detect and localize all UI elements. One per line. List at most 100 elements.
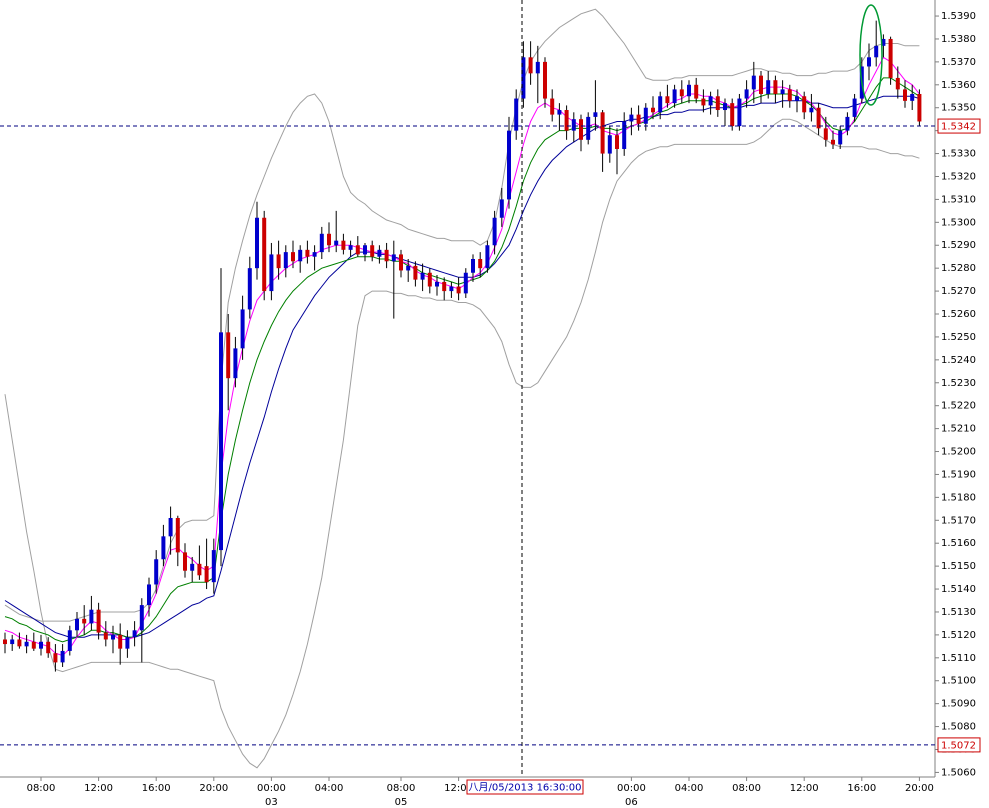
candle-body [211, 550, 216, 583]
candle-body [744, 89, 749, 99]
candle-body [499, 199, 504, 218]
y-tick-label: 1.5330 [941, 149, 976, 160]
x-tick-label: 04:00 [315, 783, 344, 794]
y-tick-label: 1.5310 [941, 194, 976, 205]
candle-body [629, 114, 634, 122]
candle-body [219, 332, 223, 551]
candle-body [298, 249, 303, 262]
y-tick-label: 1.5260 [941, 309, 976, 320]
candle-body [391, 254, 396, 262]
candle-body [355, 245, 360, 255]
candle-body [708, 96, 713, 106]
candle-body [600, 112, 605, 154]
x-tick-label: 04:00 [675, 783, 704, 794]
y-tick-label: 1.5390 [941, 11, 976, 22]
candle-body [427, 272, 432, 287]
highlight-ellipse [859, 4, 883, 106]
x-tick-label: 20:00 [199, 783, 228, 794]
candle-body [327, 233, 331, 246]
x-tick-label: 12:00 [444, 783, 473, 794]
candle-body [571, 119, 576, 131]
candle-body [607, 135, 612, 154]
x-tick-label: 20:00 [905, 783, 934, 794]
candle-body [888, 38, 893, 78]
candle-body [377, 249, 382, 257]
candle-body [161, 536, 166, 560]
candle-body [132, 630, 137, 638]
candle-body [118, 634, 123, 649]
x-tick-label: 12:00 [790, 783, 819, 794]
candle-body [787, 89, 792, 101]
candle-body [867, 57, 871, 67]
plot-area [3, 8, 922, 769]
candle-body [593, 112, 598, 117]
candle-body [175, 518, 180, 553]
candle-body [348, 245, 353, 250]
x-tick-label: 08:00 [27, 783, 56, 794]
candle-body [3, 639, 7, 645]
candle-body [168, 518, 173, 537]
candle-body [751, 75, 756, 90]
y-tick-label: 1.5250 [941, 332, 976, 343]
candle-body [96, 609, 101, 633]
candle-body [564, 110, 569, 131]
candle-body [75, 618, 79, 631]
y-tick-label: 1.5160 [941, 538, 976, 549]
candle-body [17, 639, 22, 647]
y-tick-label: 1.5170 [941, 515, 976, 526]
y-tick-label: 1.5360 [941, 80, 976, 91]
candle-body [276, 254, 281, 269]
x-tick-label: 08:00 [387, 783, 416, 794]
candle-body [910, 93, 915, 101]
y-tick-label: 1.5280 [941, 263, 976, 274]
indicator-line [4, 95, 920, 638]
candle-body [845, 116, 850, 131]
candle-body [341, 240, 346, 250]
y-tick-label: 1.5320 [941, 171, 976, 182]
candle-body [226, 332, 231, 379]
candle-body [471, 259, 475, 273]
y-tick-label: 1.5350 [941, 103, 976, 114]
candle-body [816, 107, 821, 129]
y-tick-label: 1.5150 [941, 561, 976, 572]
candle-body [363, 245, 367, 255]
candle-body [89, 609, 94, 624]
candle-body [622, 121, 627, 149]
y-tick-label: 1.5200 [941, 447, 976, 458]
candle-body [679, 89, 684, 97]
candle-body [802, 96, 807, 113]
price-label: 1.5072 [941, 740, 976, 751]
y-tick-label: 1.5220 [941, 401, 976, 412]
candle-body [24, 641, 29, 647]
candle-body [665, 96, 670, 104]
candle-body [125, 637, 130, 649]
candle-body [190, 563, 195, 571]
x-tick-label: 12:00 [84, 783, 113, 794]
candle-body [204, 566, 209, 583]
candle-body [139, 605, 144, 631]
price-label-box [937, 737, 981, 753]
candle-body [852, 98, 857, 117]
candle-body [730, 103, 735, 127]
candle-body [478, 259, 483, 269]
candle-body [154, 559, 159, 585]
candle-body [463, 272, 468, 294]
date-label: 06 [625, 797, 638, 808]
candle-body [449, 286, 454, 292]
candle-body [579, 119, 583, 140]
candle-body [514, 98, 519, 131]
indicator-line [4, 8, 920, 622]
y-tick-label: 1.5090 [941, 699, 976, 710]
candle-body [197, 563, 202, 576]
y-tick-label: 1.5100 [941, 676, 976, 687]
candle-body [615, 135, 619, 149]
candle-body [766, 80, 771, 94]
candle-body [917, 93, 922, 122]
candle-body [895, 77, 900, 90]
y-tick-label: 1.5300 [941, 217, 976, 228]
candle-body [543, 61, 547, 99]
candle-body [240, 309, 245, 349]
